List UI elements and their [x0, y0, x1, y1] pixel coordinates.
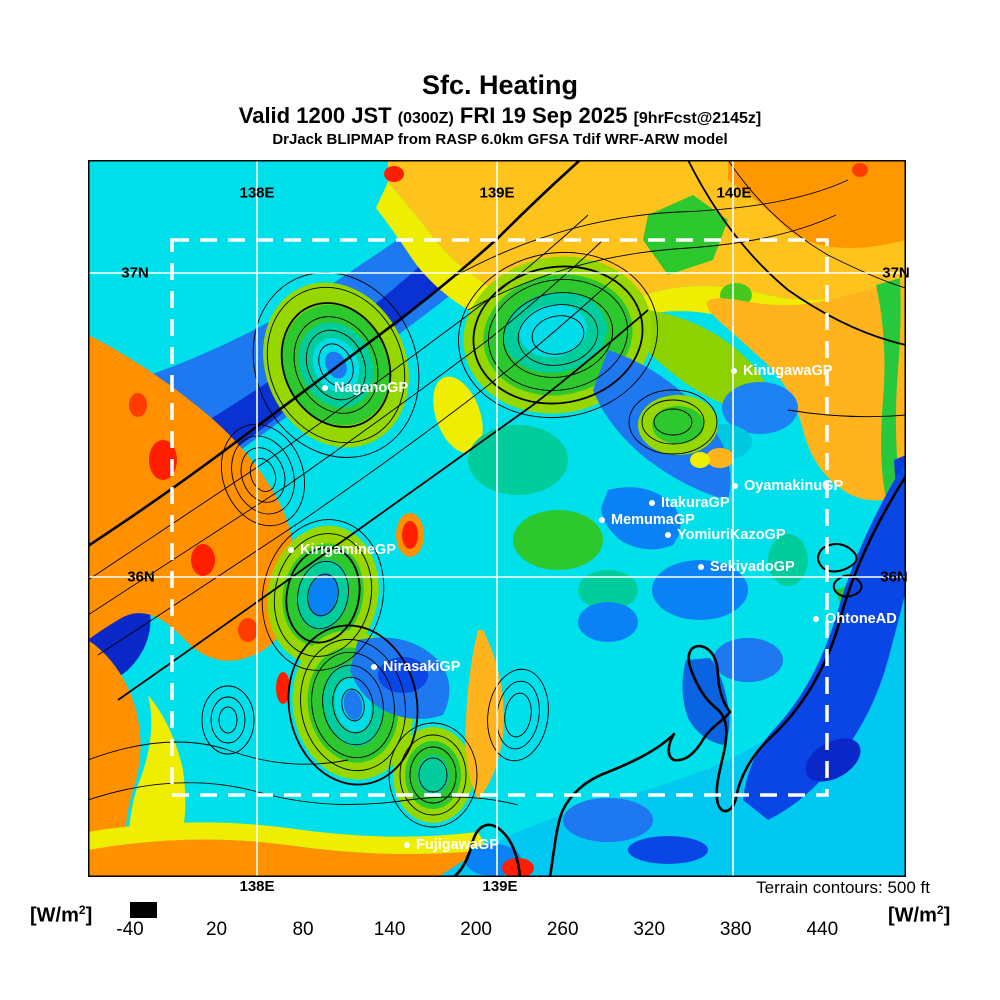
unit-sup: 2 — [78, 903, 86, 917]
station-label: YomiuriKazoGP — [677, 527, 786, 543]
colorbar-tick-200: 200 — [460, 919, 492, 940]
station-yomiurikazogp: YomiuriKazoGP — [665, 527, 786, 543]
station-naganogp: NaganoGP — [322, 380, 408, 396]
colorbar — [130, 902, 880, 918]
unit-text: [W/m — [888, 904, 937, 927]
grid-label-37n: 37N — [882, 264, 910, 282]
station-dot — [731, 368, 737, 374]
station-kirigaminegp: KirigamineGP — [288, 542, 396, 558]
station-label: FujigawaGP — [416, 837, 499, 853]
colorbar-tick-320: 320 — [633, 919, 666, 940]
station-oyamakinugp: OyamakinuGP — [732, 478, 843, 494]
station-label: ItakuraGP — [661, 495, 730, 511]
station-label: SekiyadoGP — [710, 559, 795, 575]
station-dot — [813, 616, 819, 622]
station-dot — [732, 483, 738, 489]
station-dot — [371, 664, 377, 670]
below-map-strip: Terrain contours: 500 ft 138E 139E — [0, 878, 1000, 898]
page-title: Sfc. Heating — [421, 70, 579, 100]
station-kinugawagp: KinugawaGP — [731, 363, 832, 379]
station-dot — [665, 532, 671, 538]
station-label: MemumaGP — [611, 512, 695, 528]
domain-dashed-box — [170, 238, 829, 797]
bottom-axis-label-138e: 138E — [239, 878, 275, 895]
station-dot — [698, 564, 704, 570]
station-label: KirigamineGP — [300, 542, 396, 558]
grid-label-37n: 37N — [121, 264, 149, 282]
unit-close: ] — [85, 904, 93, 927]
station-label: OyamakinuGP — [744, 478, 844, 494]
colorbar-tick-380: 380 — [719, 919, 752, 940]
terrain-contours — [88, 160, 906, 828]
colorbar-tick--40: -40 — [116, 919, 144, 940]
station-dot — [404, 842, 410, 848]
colorbar-tick-140: 140 — [373, 919, 406, 940]
grid-label-140e: 140E — [716, 184, 752, 202]
station-label: NirasakiGP — [383, 659, 461, 675]
station-sekiyadogp: SekiyadoGP — [698, 559, 795, 575]
station-label: OhtoneAD — [825, 611, 897, 627]
unit-sup: 2 — [936, 903, 944, 917]
station-dot — [599, 517, 605, 523]
coastline-paths — [88, 160, 906, 877]
colorbar-ticks: -40 20 80 140 200 260 320 380 440 — [116, 919, 880, 943]
colorbar-tick-440: 440 — [806, 919, 839, 940]
station-fujigawagp: FujigawaGP — [404, 837, 499, 853]
map-border — [88, 160, 906, 877]
colorbar-tick-20: 20 — [205, 919, 228, 940]
graticule-lines — [88, 160, 906, 877]
heating-field-svg — [88, 160, 906, 877]
colorbar-segment-25 — [155, 902, 157, 918]
station-dot — [322, 385, 328, 391]
station-memumagp: MemumaGP — [599, 512, 695, 528]
colorbar-unit-left: [W/m2] — [30, 903, 92, 928]
grid-label-138e: 138E — [239, 184, 275, 202]
unit-text: [W/m — [30, 904, 79, 927]
grid-label-36n: 36N — [127, 568, 155, 586]
valid-line: Valid 1200 JST (0300Z) FRI 19 Sep 2025 [… — [0, 103, 1000, 128]
grid-label-139e: 139E — [479, 184, 515, 202]
station-dot — [649, 500, 655, 506]
station-label: KinugawaGP — [743, 363, 833, 379]
station-itakuragp: ItakuraGP — [649, 495, 730, 511]
valid-date: FRI 19 Sep 2025 — [459, 103, 628, 129]
model-line: DrJack BLIPMAP from RASP 6.0km GFSA Tdif… — [272, 131, 728, 149]
grid-label-36n: 36N — [880, 568, 908, 586]
valid-zulu: (0300Z) — [397, 110, 454, 128]
station-dot — [288, 547, 294, 553]
kanto-plain-patches — [578, 487, 808, 682]
station-ohtonead: OhtoneAD — [813, 611, 897, 627]
colorbar-tick-80: 80 — [292, 919, 314, 940]
colorbar-tick-260: 260 — [546, 919, 579, 940]
west-slope-band — [88, 335, 518, 877]
valid-time: Valid 1200 JST — [238, 103, 392, 129]
unit-close: ] — [943, 904, 951, 927]
colorbar-unit-right: [W/m2] — [888, 903, 950, 928]
bottom-axis-label-139e: 139E — [482, 878, 518, 895]
station-label: NaganoGP — [334, 380, 409, 396]
terrain-contours-note: Terrain contours: 500 ft — [756, 878, 930, 897]
header: Sfc. Heating Valid 1200 JST (0300Z) FRI … — [0, 70, 1000, 149]
heating-map: 138E 139E 140E 37N 37N 36N 36N NaganoGP Kinugawa… — [88, 160, 910, 877]
station-nirasakigp: NirasakiGP — [371, 659, 460, 675]
forecast-tag: [9hrFcst@2145z] — [633, 110, 762, 128]
